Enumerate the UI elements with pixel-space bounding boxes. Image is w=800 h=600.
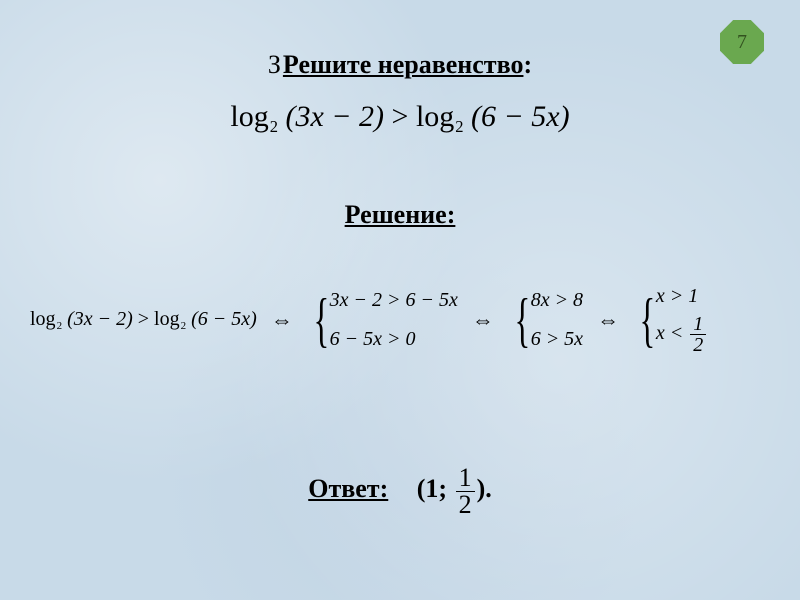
ineq-op: > <box>392 100 409 133</box>
iff-3: ⇔ <box>597 307 619 333</box>
s0-rfunc: log <box>154 308 180 330</box>
system-1: { 3x − 2 > 6 − 5x 6 − 5x > 0 <box>307 289 458 351</box>
task-title-colon: : <box>523 50 532 79</box>
sys1-row2: 6 − 5x > 0 <box>330 328 458 351</box>
answer-frac-den: 2 <box>456 492 475 518</box>
solution-label-text: Решение: <box>345 200 456 229</box>
frac-num: 1 <box>690 314 706 335</box>
system-3: { x > 1 x < 1 2 <box>633 285 708 355</box>
system-2: { 8x > 8 6 > 5x <box>508 289 583 351</box>
s0-rarg: (6 − 5x) <box>191 308 257 330</box>
answer-row: Ответ: (1; 1 2 ). <box>0 465 800 518</box>
rhs-base: 2 <box>455 117 463 136</box>
rhs-arg: (6 − 5x) <box>471 100 570 133</box>
answer-frac-num: 1 <box>456 465 475 492</box>
answer-fraction: 1 2 <box>456 465 475 518</box>
rhs-func: log <box>416 100 454 133</box>
step0-expr: log2 (3x − 2) > log2 (6 − 5x) <box>30 308 257 332</box>
answer-label: Ответ: <box>308 474 388 503</box>
brace-icon: { <box>313 290 329 350</box>
sys2-row2: 6 > 5x <box>531 328 583 351</box>
sys1-row1: 3x − 2 > 6 − 5x <box>330 289 458 312</box>
s0-larg: (3x − 2) <box>67 308 133 330</box>
iff-1: ⇔ <box>271 307 293 333</box>
answer-close: ). <box>477 474 492 503</box>
answer-interval: (1; 1 2 ). <box>417 474 492 503</box>
task-number: З <box>268 50 281 79</box>
s0-op: > <box>138 308 149 330</box>
sys3-r2-prefix: x < <box>656 322 683 344</box>
sys2-row1: 8x > 8 <box>531 289 583 312</box>
main-inequality: log2 (3x − 2) > log2 (6 − 5x) <box>0 100 800 137</box>
task-title-text: Решите неравенство <box>283 50 524 79</box>
sys3-row1: x > 1 <box>656 285 708 308</box>
lhs-func: log <box>230 100 268 133</box>
sys3-row2: x < 1 2 <box>656 314 708 355</box>
answer-open: (1; <box>417 474 447 503</box>
s0-rbase: 2 <box>181 320 187 332</box>
solution-label: Решение: <box>0 200 800 230</box>
lhs-base: 2 <box>270 117 278 136</box>
solution-chain: log2 (3x − 2) > log2 (6 − 5x) ⇔ { 3x − 2… <box>30 285 780 355</box>
s0-lbase: 2 <box>57 320 63 332</box>
brace-icon: { <box>640 290 656 350</box>
task-title: ЗРешите неравенство: <box>0 50 800 80</box>
s0-lfunc: log <box>30 308 56 330</box>
fraction: 1 2 <box>690 314 706 355</box>
brace-icon: { <box>514 290 530 350</box>
iff-2: ⇔ <box>472 307 494 333</box>
lhs-arg: (3x − 2) <box>285 100 384 133</box>
frac-den: 2 <box>690 335 706 355</box>
